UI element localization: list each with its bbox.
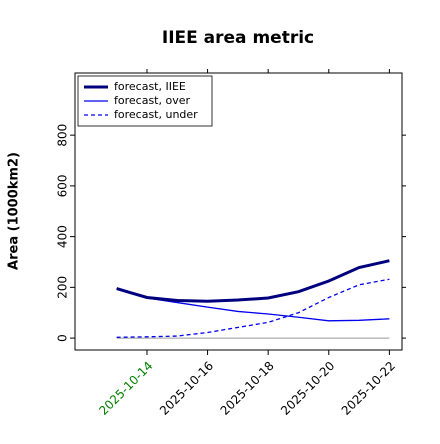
y-axis-label: Area (1000km2) [7,152,22,270]
legend-label: forecast, under [114,108,198,121]
y-tick-label: 600 [56,174,70,197]
chart-title: IIEE area metric [162,28,314,48]
x-tick-label: 2025-10-14 [96,359,155,418]
series-line [116,259,390,303]
x-tick-label: 2025-10-22 [339,359,398,418]
y-tick-label: 200 [56,276,70,299]
series-line [116,287,390,322]
x-tick-label: 2025-10-20 [278,359,337,418]
x-tick-label: 2025-10-16 [157,359,216,418]
series-line [116,278,390,338]
y-tick-label: 400 [56,225,70,248]
plot-frame [74,72,403,351]
y-tick-label: 0 [56,334,70,342]
y-tick-label: 800 [56,124,70,147]
legend-label: forecast, over [114,94,190,107]
legend-label: forecast, IIEE [114,80,186,93]
x-tick-label: 2025-10-18 [218,359,277,418]
